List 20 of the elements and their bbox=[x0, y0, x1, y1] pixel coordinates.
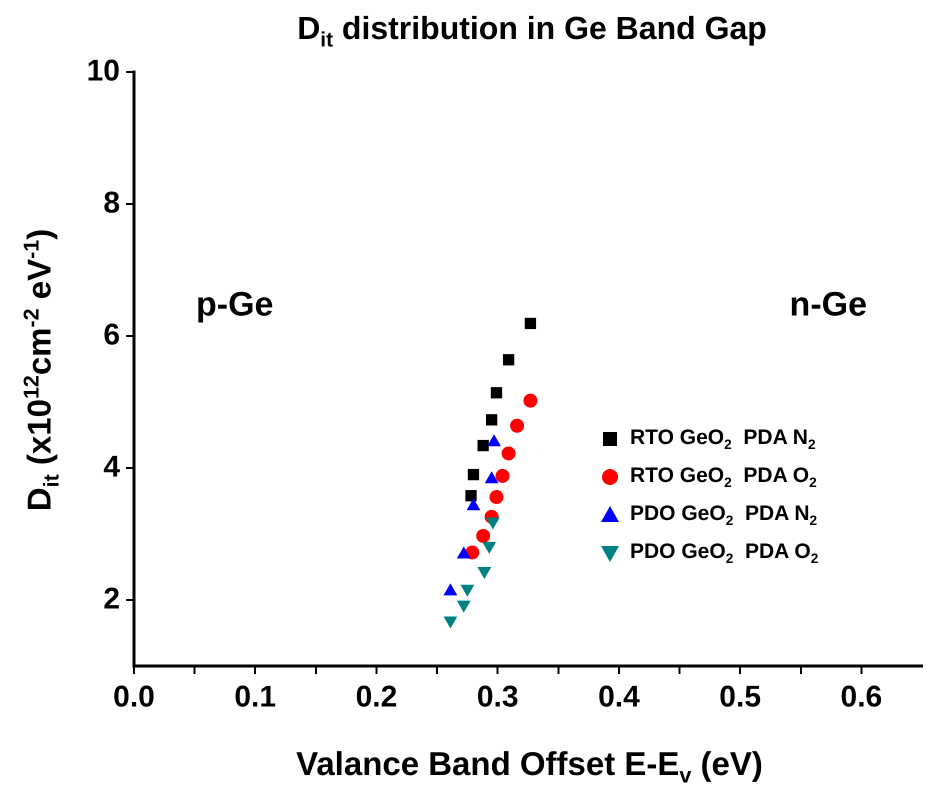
y-tick-label: 10 bbox=[86, 54, 120, 88]
y-tick-label: 4 bbox=[103, 450, 120, 484]
y-tick-label: 2 bbox=[103, 582, 120, 616]
x-axis-title: Valance Band Offset E-E$_{v}$ (eV) bbox=[295, 745, 764, 789]
x-tick-label: 0.2 bbox=[356, 680, 398, 714]
chart-title: D$_{it}$ distribution in Ge Band Gap bbox=[296, 10, 768, 52]
x-tick-label: 0.4 bbox=[598, 680, 640, 714]
x-tick-label: 0.5 bbox=[719, 680, 762, 714]
legend-label: RTO GeO$_{2}$ PDA N$_{2}$ bbox=[630, 426, 816, 452]
x-tick-label: 0.6 bbox=[840, 680, 882, 714]
legend-label: PDO GeO$_{2}$ PDA O$_{2}$ bbox=[630, 540, 818, 566]
annotation: p-Ge bbox=[196, 285, 274, 324]
x-tick-label: 0.0 bbox=[113, 680, 155, 714]
x-tick-label: 0.3 bbox=[476, 680, 519, 714]
legend-label: PDO GeO$_{2}$ PDA N$_{2}$ bbox=[630, 502, 818, 528]
legend-label: RTO GeO$_{2}$ PDA O$_{2}$ bbox=[630, 464, 817, 490]
y-tick-label: 6 bbox=[103, 318, 120, 352]
annotation: n-Ge bbox=[790, 285, 867, 324]
y-tick-label: 8 bbox=[103, 186, 120, 220]
x-tick-label: 0.1 bbox=[234, 680, 276, 714]
